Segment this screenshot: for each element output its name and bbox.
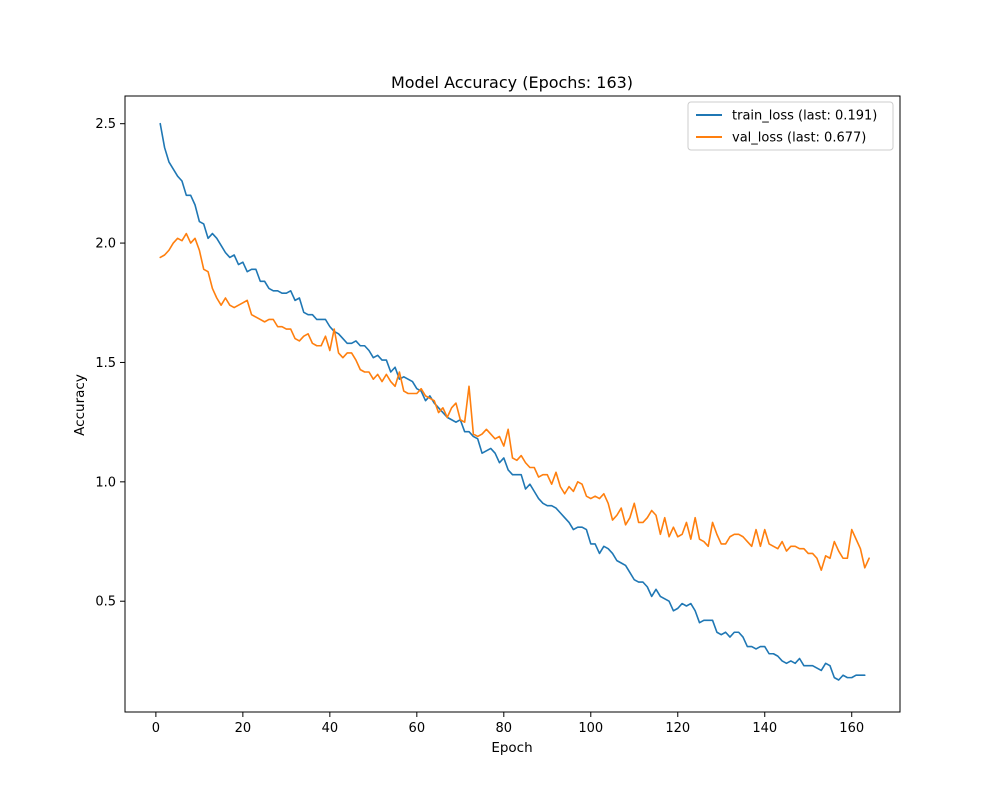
y-axis-label: Accuracy [72, 374, 88, 436]
legend: train_loss (last: 0.191) val_loss (last: … [687, 101, 894, 151]
y-tick-label: 2.5 [95, 117, 116, 132]
x-axis-label: Epoch [491, 740, 532, 756]
x-tick-label: 60 [409, 721, 426, 736]
y-tick-label: 1.0 [95, 475, 116, 490]
plot-area-frame [124, 95, 901, 713]
y-tick-label: 2.0 [95, 237, 116, 252]
chart-title: Model Accuracy (Epochs: 163) [391, 73, 633, 92]
x-tick-label: 20 [235, 721, 252, 736]
series-line-0 [159, 122, 866, 681]
y-tick-label: 0.5 [95, 595, 116, 610]
x-tick-label: 80 [496, 721, 513, 736]
x-tick-label: 160 [839, 721, 864, 736]
legend-entry-0: train_loss (last: 0.191) [732, 109, 877, 124]
legend-entry-1: val_loss (last: 0.677) [732, 131, 866, 146]
y-axis-ticks: 0.5 1.0 1.5 2.0 2.5 [95, 117, 125, 610]
x-tick-label: 0 [152, 721, 160, 736]
x-tick-label: 100 [578, 721, 603, 736]
x-axis-ticks: 0 20 40 60 80 100 120 140 160 [152, 712, 864, 736]
series-line-1 [159, 232, 870, 571]
legend-box [687, 101, 894, 151]
x-tick-label: 40 [322, 721, 339, 736]
x-tick-label: 140 [752, 721, 777, 736]
y-tick-label: 1.5 [95, 356, 116, 371]
x-tick-label: 120 [665, 721, 690, 736]
series-layer [159, 122, 870, 681]
